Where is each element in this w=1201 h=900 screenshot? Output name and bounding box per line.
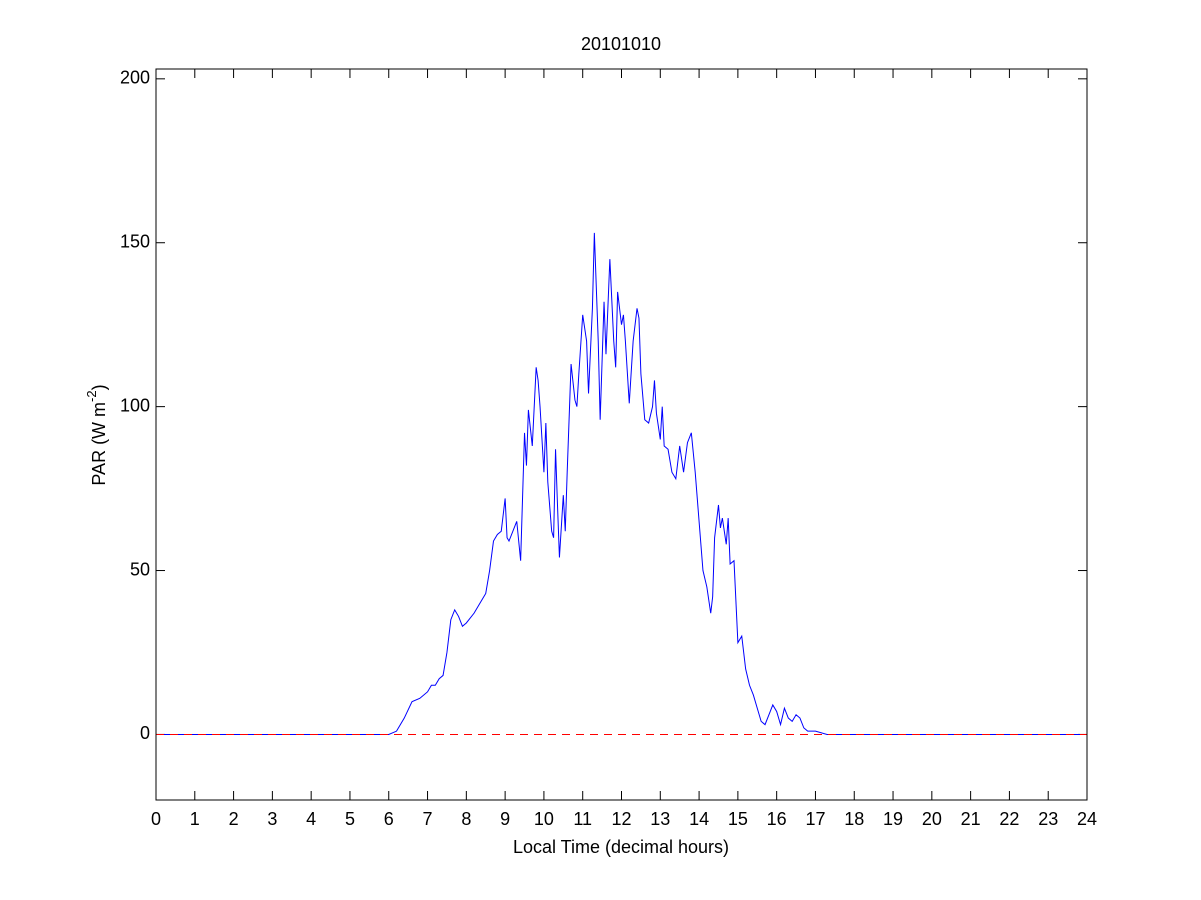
- y-tick-label: 200: [120, 68, 150, 88]
- data-line: [156, 232, 1087, 735]
- x-tick-label: 19: [883, 809, 903, 829]
- x-tick-label: 5: [345, 809, 355, 829]
- y-axis-label: PAR (W m-2): [84, 384, 108, 485]
- x-tick-label: 15: [728, 809, 748, 829]
- x-tick-label: 4: [306, 809, 316, 829]
- x-axis-label: Local Time (decimal hours): [513, 837, 729, 857]
- chart-title: 20101010: [581, 34, 661, 54]
- x-tick-label: 6: [384, 809, 394, 829]
- x-tick-label: 8: [461, 809, 471, 829]
- x-tick-label: 21: [961, 809, 981, 829]
- x-tick-label: 14: [689, 809, 709, 829]
- y-tick-label: 100: [120, 395, 150, 415]
- x-tick-label: 12: [611, 809, 631, 829]
- x-tick-label: 2: [229, 809, 239, 829]
- x-tick-label: 10: [534, 809, 554, 829]
- x-tick-label: 9: [500, 809, 510, 829]
- x-tick-label: 13: [650, 809, 670, 829]
- y-label-end: ): [89, 384, 109, 390]
- x-tick-label: 24: [1077, 809, 1097, 829]
- x-tick-label: 17: [805, 809, 825, 829]
- y-tick-label: 50: [130, 559, 150, 579]
- x-tick-label: 7: [423, 809, 433, 829]
- x-tick-label: 22: [999, 809, 1019, 829]
- x-tick-label: 20: [922, 809, 942, 829]
- x-tick-label: 23: [1038, 809, 1058, 829]
- x-tick-label: 1: [190, 809, 200, 829]
- y-label-sup: -2: [84, 390, 99, 402]
- y-tick-label: 150: [120, 231, 150, 251]
- x-tick-label: 18: [844, 809, 864, 829]
- x-tick-label: 11: [573, 809, 592, 829]
- y-tick-label: 0: [140, 723, 150, 743]
- x-tick-label: 16: [767, 809, 787, 829]
- x-tick-label: 0: [151, 809, 161, 829]
- plot-frame: [155, 68, 1088, 801]
- x-tick-label: 3: [267, 809, 277, 829]
- y-label-main: PAR (W m: [89, 402, 109, 486]
